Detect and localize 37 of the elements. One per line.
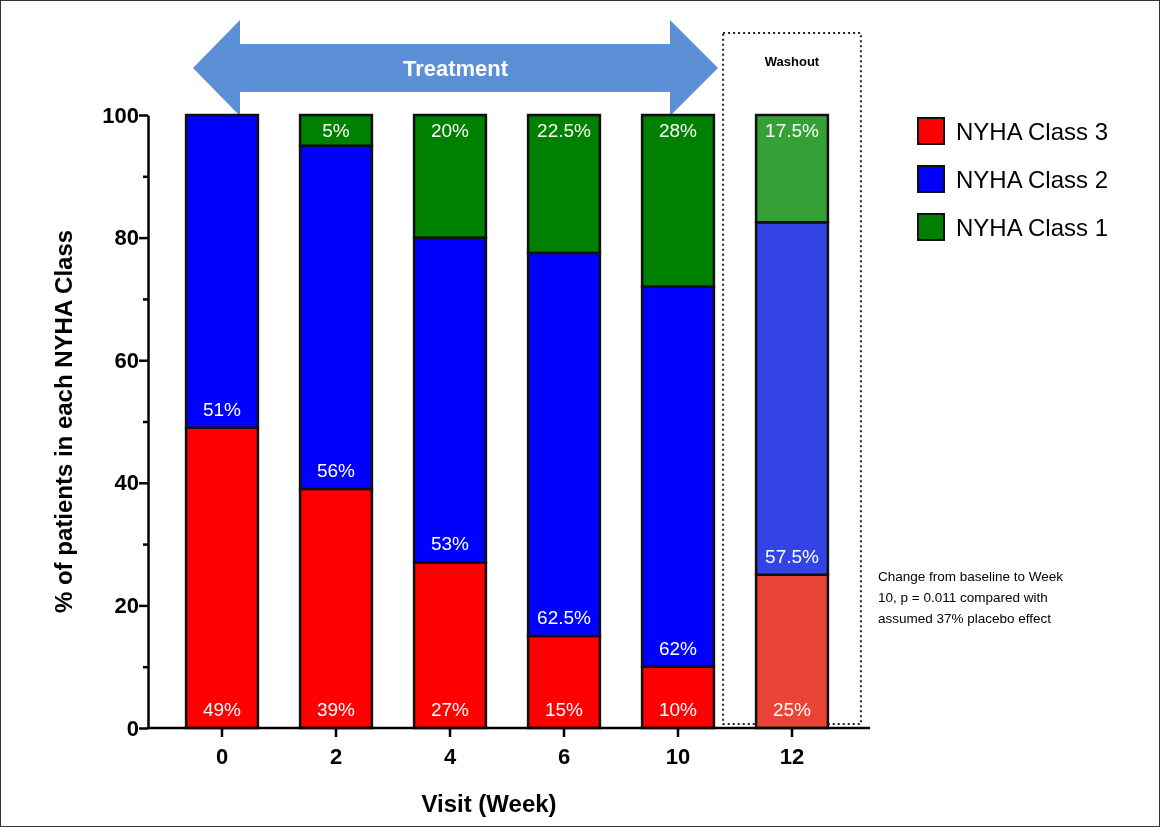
data-label: 53% — [430, 533, 470, 555]
x-tick-label: 6 — [557, 744, 571, 770]
data-label: 62.5% — [537, 607, 592, 629]
data-label: 10% — [658, 699, 698, 720]
data-label: 17.5% — [765, 120, 820, 141]
data-label: 22.5% — [537, 120, 592, 141]
x-tick-label: 0 — [215, 744, 229, 770]
y-tick-label: 100 — [102, 102, 139, 128]
text: Washout — [764, 54, 820, 69]
data-label: 27% — [430, 699, 470, 720]
data-label: 15% — [544, 699, 584, 720]
y-tick-label: 60 — [114, 347, 139, 373]
legend-label: NYHA Class 2 — [956, 166, 1109, 193]
data-label: 51% — [202, 398, 242, 420]
y-tick-label: 80 — [114, 225, 139, 251]
data-label: 25% — [772, 699, 812, 720]
x-tick-label: 10 — [665, 744, 691, 770]
data-label: 56% — [316, 459, 356, 481]
legend-label: NYHA Class 3 — [956, 118, 1109, 145]
data-label: 5% — [322, 120, 350, 141]
data-label: 49% — [202, 699, 242, 720]
y-tick-label: 40 — [114, 470, 139, 496]
data-label: 20% — [430, 120, 470, 141]
x-tick-label: 12 — [779, 744, 805, 770]
data-label: 57.5% — [765, 545, 820, 567]
x-tick-label: 4 — [443, 744, 457, 770]
data-label: 39% — [316, 699, 356, 720]
text: Treatment — [402, 56, 509, 81]
y-tick-label: 0 — [126, 715, 139, 741]
legend-label: NYHA Class 1 — [956, 214, 1109, 241]
y-axis-title: % of patients in each NYHA Class — [50, 229, 77, 614]
x-axis-title: Visit (Week) — [421, 790, 557, 817]
data-label: 28% — [658, 120, 698, 141]
x-tick-label: 2 — [329, 744, 343, 770]
text: Change from baseline to Week 10, p = 0.011 compared with assumed 37% placebo effect — [878, 569, 1064, 626]
data-label: 62% — [658, 637, 698, 659]
y-tick-label: 20 — [114, 592, 139, 618]
